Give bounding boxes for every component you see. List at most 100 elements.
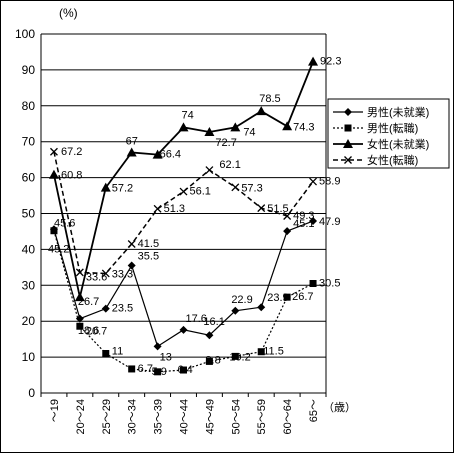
y-tick-label: 90 (22, 63, 36, 77)
legend-label: 男性(未就業) (367, 105, 429, 119)
data-point-s1-3 (128, 365, 136, 373)
legend-swatch-marker (344, 124, 352, 132)
x-tick-label: 55～59 (256, 399, 268, 434)
y-tick-label: 70 (22, 135, 36, 149)
x-tick-label: 60～64 (282, 399, 294, 434)
x-marker-stroke (231, 183, 240, 192)
x-tick-label: ～19 (49, 399, 61, 422)
data-label: 47.9 (319, 216, 340, 228)
data-label: 66.4 (160, 149, 181, 161)
x-tick-label: 30～34 (127, 399, 139, 434)
x-tick-label: 40～44 (179, 399, 191, 434)
data-label: 23.9 (267, 292, 288, 304)
x-marker-stroke (127, 240, 136, 248)
data-point-s2-6 (204, 127, 215, 137)
data-point-s3-7 (231, 183, 240, 192)
x-marker-stroke (75, 268, 84, 277)
data-label: 49.3 (293, 210, 314, 222)
data-point-s2-9 (282, 121, 293, 131)
data-label: 6.4 (178, 364, 193, 376)
y-tick-label: 60 (22, 171, 36, 185)
data-label: 33.6 (86, 271, 107, 283)
grid (40, 33, 327, 397)
y-tick-label: 50 (22, 207, 36, 221)
data-label: 57.3 (241, 182, 262, 194)
data-point-s0-2 (101, 304, 110, 313)
legend-swatch-marker (343, 139, 353, 148)
x-tick-label: 45～49 (204, 399, 216, 434)
x-tick-label: 50～54 (230, 399, 242, 434)
legend-label: 女性(未就業) (367, 137, 429, 151)
x-marker-stroke (205, 166, 214, 175)
data-label: 6.7 (138, 363, 153, 375)
data-label: 5.9 (152, 366, 167, 378)
data-label: 22.9 (231, 294, 252, 306)
x-axis-unit-label: （歳） (323, 401, 356, 414)
data-point-s3-3 (127, 240, 136, 248)
x-marker-stroke (257, 204, 266, 213)
data-point-s3-5 (179, 187, 188, 196)
data-point-s2-4 (152, 149, 163, 159)
data-label: 74 (182, 109, 194, 121)
y-tick-label: 20 (22, 314, 36, 328)
y-tick-label: 40 (22, 242, 36, 256)
data-label: 10.2 (229, 351, 250, 363)
data-point-s3-0 (49, 147, 58, 156)
y-tick-label: 30 (22, 278, 36, 292)
data-label: 74.3 (293, 121, 314, 133)
data-point-s1-6 (205, 357, 213, 365)
data-label: 16.1 (203, 316, 224, 328)
data-point-s1-10 (309, 280, 317, 288)
legend-label: 男性(転職) (367, 121, 418, 135)
data-point-s0-5 (179, 325, 188, 334)
data-label: 62.1 (219, 159, 240, 171)
data-label: 26.7 (292, 291, 313, 303)
data-point-s3-4 (153, 204, 162, 213)
data-point-s2-10 (308, 56, 319, 66)
data-point-s1-0 (50, 227, 58, 235)
data-label: 74 (243, 126, 255, 138)
data-point-s0-8 (257, 303, 266, 312)
data-label: 92.3 (320, 56, 341, 68)
x-marker-stroke (101, 269, 110, 278)
data-label: 11.5 (263, 346, 284, 358)
data-point-s2-0 (48, 169, 59, 179)
data-label: 45.6 (54, 217, 75, 229)
data-point-s2-7 (230, 122, 241, 132)
data-label: 13 (160, 351, 172, 363)
data-label: 11 (112, 346, 123, 358)
data-point-s0-4 (153, 342, 162, 351)
x-marker-stroke (344, 156, 352, 164)
data-point-s2-2 (100, 182, 111, 192)
data-label: 51.3 (164, 203, 185, 215)
legend-swatch-marker (344, 156, 352, 164)
data-label: 26.7 (78, 296, 99, 308)
data-point-s1-7 (231, 352, 239, 360)
data-label: 58.9 (319, 176, 340, 188)
data-label: 35.5 (138, 251, 159, 263)
data-point-s0-7 (231, 306, 240, 315)
data-label: 45.2 (48, 244, 69, 256)
y-axis-unit-label: (%) (59, 6, 78, 20)
data-point-s0-10 (309, 217, 318, 226)
x-marker-stroke (309, 177, 318, 186)
series-line-3 (53, 151, 314, 275)
data-point-s3-10 (309, 177, 318, 186)
data-point-s0-9 (283, 227, 292, 236)
y-tick-label: 100 (15, 27, 35, 41)
data-label: 67.2 (61, 146, 82, 158)
data-label: 51.5 (267, 203, 288, 215)
data-label-group: 45.6 20.7 23.5 35.5 13 17.616.1 22.9 23.9 45.1 47… (48, 56, 342, 378)
x-marker-stroke (153, 204, 162, 213)
data-point-s3-2 (101, 269, 110, 278)
legend-swatch-marker (344, 108, 352, 116)
data-point-s2-1 (74, 292, 85, 302)
data-point-s0-3 (127, 261, 136, 270)
x-tick-label: 65～ (308, 399, 320, 422)
x-tick-label: 35～39 (153, 399, 165, 434)
data-point-s2-5 (178, 122, 189, 132)
data-label: 78.5 (259, 93, 280, 105)
data-label: 33.3 (112, 268, 133, 280)
